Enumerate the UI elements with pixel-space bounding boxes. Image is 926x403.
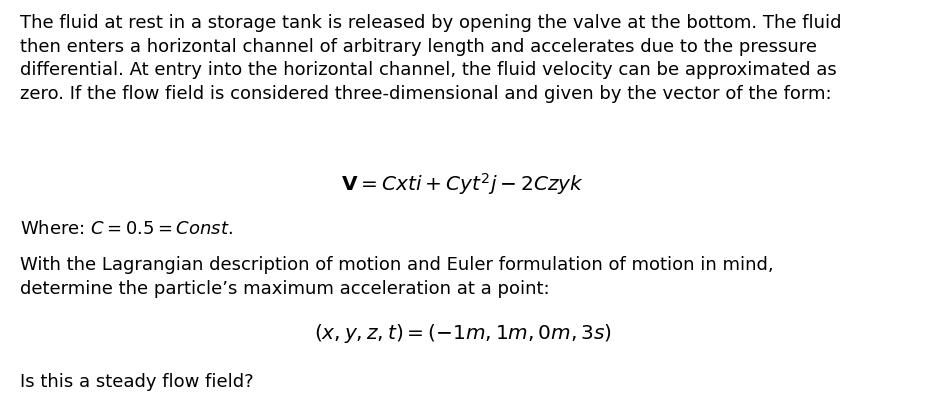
Text: $\mathbf{V} = Cxti + Cyt^2j - 2Czyk$: $\mathbf{V} = Cxti + Cyt^2j - 2Czyk$ [342,171,584,197]
Text: With the Lagrangian description of motion and Euler formulation of motion in min: With the Lagrangian description of motio… [20,256,774,297]
Text: Where: $C = 0.5 = \mathit{Const.}$: Where: $C = 0.5 = \mathit{Const.}$ [20,220,233,238]
Text: Is this a steady flow field?: Is this a steady flow field? [20,373,254,391]
Text: $(x, y, z, t) = (-1m, 1m, 0m, 3s)$: $(x, y, z, t) = (-1m, 1m, 0m, 3s)$ [314,322,612,345]
Text: The fluid at rest in a storage tank is released by opening the valve at the bott: The fluid at rest in a storage tank is r… [20,14,842,103]
